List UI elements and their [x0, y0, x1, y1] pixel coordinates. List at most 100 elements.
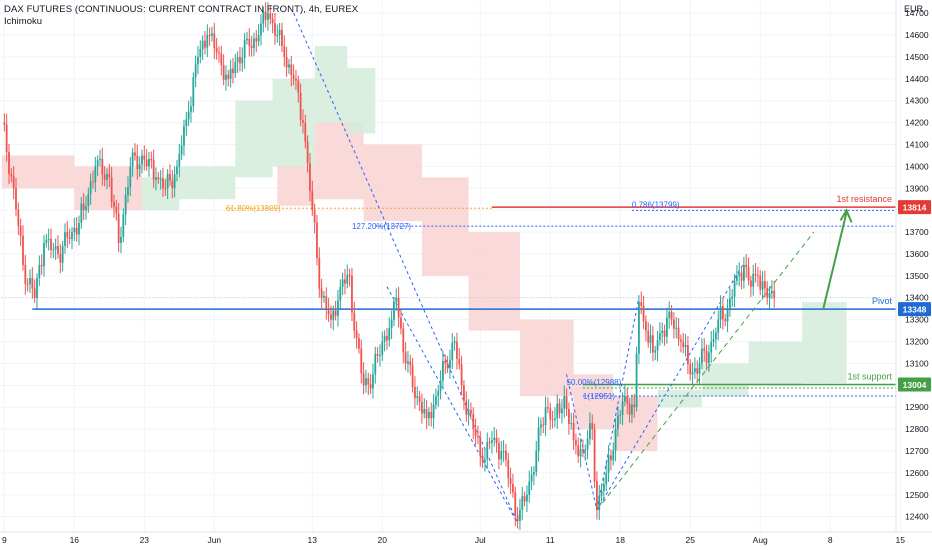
candle-body	[474, 429, 477, 436]
candle-body	[409, 361, 412, 366]
indicator-label[interactable]: Ichimoku	[4, 16, 43, 27]
candle-body	[577, 445, 580, 457]
fib-drawing-leg	[596, 297, 640, 511]
candle-body	[113, 201, 115, 207]
candle-body	[192, 77, 195, 107]
candle-body	[617, 415, 619, 430]
candle-body	[512, 483, 514, 493]
candle-body	[227, 74, 230, 79]
candle-body	[533, 472, 535, 475]
candle-body	[626, 396, 629, 404]
candle-body	[362, 373, 365, 386]
candle-body	[54, 246, 57, 250]
currency-label: EUR	[904, 4, 924, 14]
price-tick-label: 14100	[905, 139, 929, 149]
candle-body	[493, 437, 496, 441]
candle-body	[442, 360, 444, 381]
candle-body	[647, 330, 650, 343]
candle-body	[770, 290, 773, 294]
candle-body	[246, 38, 248, 41]
candle-body	[610, 455, 612, 461]
candle-body	[680, 339, 682, 342]
candle-body	[689, 364, 692, 375]
candle-body	[155, 177, 157, 180]
candle-body	[701, 348, 703, 364]
candle-body	[323, 296, 325, 298]
cloud-bear-segment	[468, 232, 520, 331]
candle-body	[52, 249, 55, 251]
candle-body	[500, 450, 503, 460]
candle-body	[652, 335, 654, 353]
price-tick-label: 12600	[905, 468, 929, 478]
support-price-tag[interactable]	[898, 377, 931, 392]
candle-body	[582, 449, 584, 451]
candle-body	[565, 396, 568, 409]
candle-body	[411, 365, 414, 387]
candle-body	[334, 310, 337, 316]
pivot-price-tag[interactable]	[898, 302, 931, 317]
candle-body	[705, 351, 708, 363]
candle-body	[220, 53, 223, 66]
candle-body	[166, 173, 169, 189]
candle-body	[164, 188, 167, 190]
time-tick-label: 25	[686, 535, 696, 545]
time-tick-label: Jun	[207, 535, 221, 545]
chart-title: DAX FUTURES (CONTINUOUS: CURRENT CONTRAC…	[4, 4, 359, 15]
candle-body	[260, 23, 262, 36]
price-tick-label: 13700	[905, 227, 929, 237]
candle-body	[491, 440, 493, 443]
candle-body	[495, 437, 498, 444]
candle-body	[269, 13, 272, 19]
candle-body	[24, 264, 27, 284]
candle-body	[663, 330, 666, 337]
candle-body	[106, 173, 108, 180]
time-tick-label: 8	[828, 535, 833, 545]
candle-body	[554, 418, 556, 420]
candle-body	[99, 158, 101, 161]
candle-body	[754, 273, 757, 276]
resistance-price-tag[interactable]	[898, 200, 931, 215]
price-tick-label: 14500	[905, 52, 929, 62]
cloud-bull-segment	[347, 67, 376, 134]
candle-body	[516, 515, 519, 522]
candle-body	[607, 455, 610, 473]
candle-body	[645, 321, 647, 331]
candle-body	[26, 283, 29, 285]
candle-body	[290, 64, 293, 76]
candle-body	[250, 45, 253, 49]
candle-body	[360, 348, 363, 374]
candle-body	[400, 317, 402, 329]
resistance-price-tag-label: 13814	[903, 203, 927, 213]
candle-body	[372, 374, 374, 389]
candle-body	[201, 40, 204, 50]
candle-body	[45, 239, 48, 244]
candle-body	[456, 341, 458, 359]
candle-body	[605, 472, 608, 485]
cloud-bear-segment	[519, 319, 574, 397]
candle-body	[309, 163, 311, 192]
candle-body	[108, 173, 111, 178]
candle-body	[481, 455, 484, 462]
fib-label-1: 1(12951)	[583, 392, 615, 401]
candle-body	[213, 33, 216, 49]
candle-body	[264, 11, 267, 20]
time-tick-label: Jul	[475, 535, 486, 545]
candle-body	[484, 459, 486, 462]
candle-body	[752, 273, 755, 287]
candle-body	[12, 176, 15, 189]
candle-body	[586, 438, 589, 450]
candle-body	[745, 264, 748, 267]
candle-body	[122, 214, 125, 237]
candle-body	[283, 46, 286, 57]
candle-body	[257, 35, 260, 42]
candle-body	[73, 227, 76, 233]
candle-body	[670, 311, 673, 320]
candle-body	[274, 23, 276, 36]
candle-body	[320, 288, 323, 298]
candle-body	[22, 235, 24, 265]
candle-body	[593, 429, 596, 482]
candle-body	[316, 222, 318, 259]
fib-label-127: 127.20%(13727)	[352, 222, 411, 231]
